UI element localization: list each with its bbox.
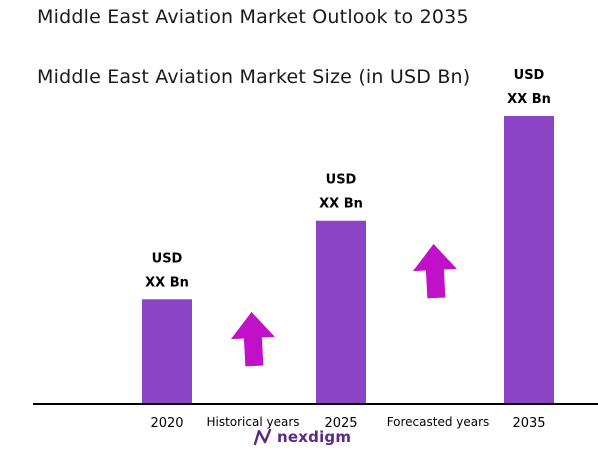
bar-value-label-2020: USD [152, 251, 183, 266]
logo-text: nexdigm [277, 428, 352, 446]
bar-value-label-2035-line2: XX Bn [507, 92, 551, 107]
growth-arrow-forecast-icon [412, 244, 457, 299]
x-tick-label-2025: 2025 [324, 416, 357, 431]
period-label-historical: Historical years [206, 415, 299, 429]
bar-value-label-2035: USD [514, 68, 545, 83]
period-label-forecast: Forecasted years [387, 415, 490, 429]
nexdigm-n-icon [253, 428, 272, 446]
x-tick-label-2020: 2020 [150, 416, 183, 431]
bar-2035 [504, 116, 554, 404]
page-title: Middle East Aviation Market Outlook to 2… [37, 6, 469, 28]
bar-value-label-2025: USD [326, 173, 357, 188]
chart-title: Middle East Aviation Market Size (in USD… [37, 66, 471, 88]
nexdigm-logo: nexdigm [253, 428, 351, 446]
bar-value-label-2025-line2: XX Bn [319, 197, 363, 212]
bar-2025 [316, 220, 366, 404]
growth-arrow-historical-icon [230, 312, 275, 367]
bar-value-label-2020-line2: XX Bn [145, 275, 189, 290]
bar-2020 [142, 299, 192, 404]
x-tick-label-2035: 2035 [512, 416, 545, 431]
